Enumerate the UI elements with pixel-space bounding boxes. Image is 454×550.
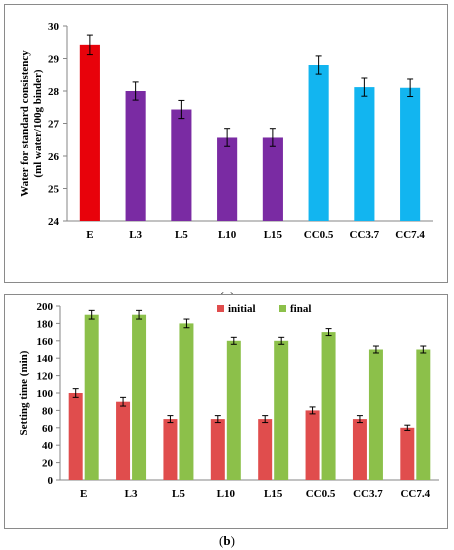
caption-b-letter: b: [223, 533, 231, 548]
bar-initial-E: [68, 393, 83, 480]
bar-final-CC7.4: [416, 349, 431, 480]
y-tick-label: 140: [37, 353, 54, 365]
y-tick-label: 160: [37, 336, 54, 348]
y-tick-label: 26: [48, 151, 60, 163]
bar-final-CC0.5: [321, 332, 336, 480]
x-tick-label-L15: L15: [264, 229, 283, 241]
y-tick-label: 27: [48, 119, 60, 131]
x-tick-label-E: E: [86, 229, 93, 241]
bar-final-L10: [226, 340, 241, 480]
chart-b-svg: 0 20 40 60 80 100 120 140 160 180 200 E L3 L5 L10 L15 CC…: [18, 301, 439, 500]
x-tick-label-L5: L5: [172, 488, 185, 500]
chart-panel-a: 24 25 26 27 28 29 30 E L3 L5 L10 L15 CC0.5 CC3.7 CC7.4…: [4, 4, 448, 283]
y-tick-label: 200: [37, 301, 54, 313]
bar-final-L5: [179, 323, 194, 480]
chart-a-svg: 24 25 26 27 28 29 30 E L3 L5 L10 L15 CC0.5 CC3.7 CC7.4…: [19, 21, 433, 241]
bar-final-CC3.7: [368, 349, 383, 480]
y-tick-label: 29: [48, 54, 60, 66]
y-tick-label: 30: [48, 21, 60, 33]
y-axis-label: Setting time (min): [18, 350, 30, 435]
x-tick-label-L3: L3: [129, 229, 142, 241]
bar-CC7.4: [400, 87, 421, 221]
x-tick-label-E: E: [80, 488, 87, 500]
bar-initial-CC3.7: [352, 419, 367, 480]
bar-L15: [262, 137, 283, 221]
bar-L5: [171, 109, 192, 221]
bar-initial-L10: [210, 419, 225, 480]
chart-panel-b: 0 20 40 60 80 100 120 140 160 180 200 E L3 L5 L10 L15 CC…: [4, 294, 448, 529]
bar-initial-CC0.5: [305, 410, 320, 480]
y-tick-label: 40: [42, 440, 54, 452]
bar-initial-CC7.4: [400, 427, 415, 480]
y-tick-label: 0: [48, 475, 54, 487]
x-tick-label-CC3.7: CC3.7: [350, 229, 380, 241]
bar-initial-L15: [258, 419, 273, 480]
x-tick-label-L10: L10: [218, 229, 237, 241]
y-tick-label: 25: [48, 184, 60, 196]
x-tick-label-L10: L10: [217, 488, 236, 500]
bar-final-L15: [274, 340, 289, 480]
x-tick-label-CC7.4: CC7.4: [395, 229, 425, 241]
legend-label-final: final: [290, 303, 311, 315]
x-tick-label-L15: L15: [264, 488, 283, 500]
bar-initial-L3: [116, 401, 131, 480]
y-tick-label: 100: [37, 388, 54, 400]
legend-label-initial: initial: [228, 303, 256, 315]
bar-L10: [217, 137, 238, 221]
bar-E: [79, 44, 100, 221]
bar-initial-L5: [163, 419, 178, 480]
y-axis-label-line2: (ml water/100g binder): [32, 69, 44, 177]
y-tick-label: 120: [37, 371, 54, 383]
y-tick-label: 24: [48, 216, 60, 228]
y-tick-label: 80: [42, 405, 54, 417]
y-tick-label: 60: [42, 423, 54, 435]
y-tick-label: 180: [37, 318, 54, 330]
bar-L3: [125, 91, 146, 221]
x-tick-label-CC0.5: CC0.5: [306, 488, 336, 500]
legend-swatch-final: [279, 305, 286, 312]
x-tick-label-L5: L5: [175, 229, 188, 241]
bar-final-E: [84, 314, 99, 480]
bar-final-L3: [132, 314, 147, 480]
y-axis-label-line1: Water for standard consistency: [19, 50, 31, 197]
legend-swatch-initial: [217, 305, 224, 312]
caption-b: (b): [219, 533, 235, 548]
bar-CC0.5: [308, 65, 329, 221]
x-tick-label-CC7.4: CC7.4: [400, 488, 430, 500]
x-tick-label-L3: L3: [125, 488, 138, 500]
x-tick-label-CC0.5: CC0.5: [304, 229, 334, 241]
y-tick-label: 20: [42, 458, 54, 470]
x-tick-label-CC3.7: CC3.7: [353, 488, 383, 500]
y-tick-label: 28: [48, 86, 60, 98]
bar-CC3.7: [354, 87, 375, 221]
